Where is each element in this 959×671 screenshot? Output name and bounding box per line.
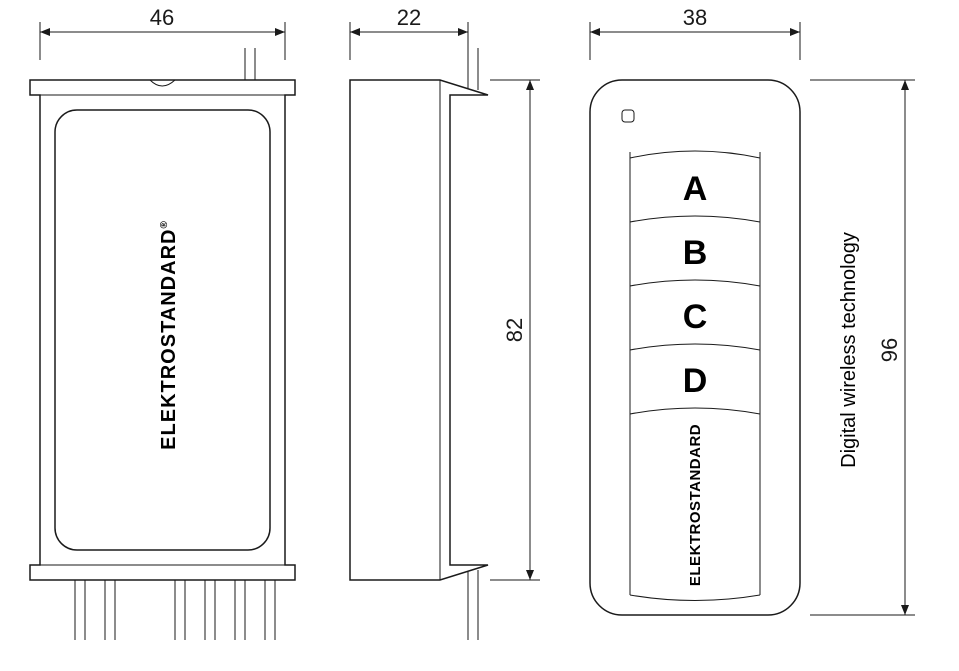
dim-side-right: 82: [490, 80, 540, 580]
dim-front-top: 46: [40, 5, 285, 60]
remote-button-d[interactable]: D: [683, 362, 708, 400]
dim-side-right-value: 82: [502, 318, 527, 342]
remote-button-a[interactable]: A: [683, 170, 708, 208]
front-bottom-wires: [75, 580, 275, 640]
remote-button-c[interactable]: C: [683, 298, 708, 336]
dim-side-top: 22: [350, 5, 468, 60]
technical-drawing: 46: [0, 0, 959, 671]
dim-remote-right: 96: [810, 80, 915, 615]
dim-side-top-value: 22: [397, 5, 421, 30]
remote-view: 38 96: [590, 5, 915, 615]
front-brand: ELEKTROSTANDARD®: [158, 220, 180, 450]
remote-tagline: Digital wireless technology: [838, 232, 860, 468]
remote-button-b[interactable]: B: [683, 234, 708, 272]
dim-front-top-value: 46: [150, 5, 174, 30]
dim-remote-right-value: 96: [877, 338, 902, 362]
side-view: 22 82: [350, 5, 540, 640]
front-view: 46: [30, 5, 295, 640]
dim-remote-top: 38: [590, 5, 800, 60]
dim-remote-top-value: 38: [683, 5, 707, 30]
remote-brand: ELEKTROSTANDARD: [687, 424, 704, 586]
